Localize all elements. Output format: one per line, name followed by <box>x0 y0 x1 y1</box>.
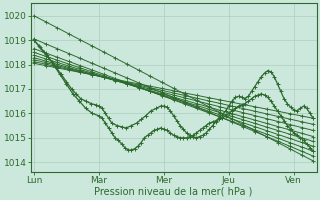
X-axis label: Pression niveau de la mer( hPa ): Pression niveau de la mer( hPa ) <box>94 187 253 197</box>
